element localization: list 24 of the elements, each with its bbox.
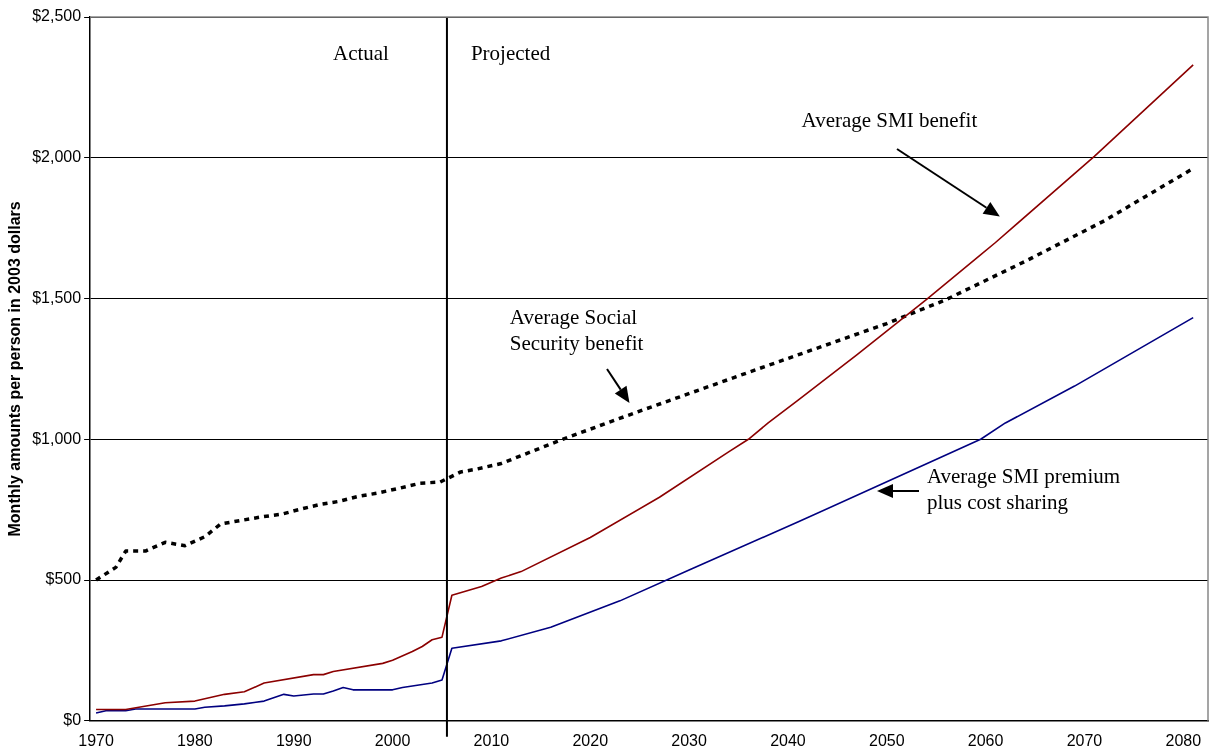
x-tick-label: 1970 xyxy=(78,731,114,749)
annotation: Projected xyxy=(470,40,551,65)
x-tick-label: 2050 xyxy=(868,731,905,749)
x-tick-label: 2040 xyxy=(770,731,806,749)
x-tick-label: 1980 xyxy=(177,731,213,749)
x-tick-label: 1990 xyxy=(275,731,312,749)
y-tick-label: $0 xyxy=(63,711,82,729)
annotation: Average Social Security benefit xyxy=(509,305,644,356)
x-tick-label: 2080 xyxy=(1165,731,1202,749)
x-tick-label: 2000 xyxy=(374,731,411,749)
x-tick-label: 2060 xyxy=(967,731,1004,749)
y-tick-label: $1,000 xyxy=(32,429,82,447)
y-axis-title: Monthly amounts per person in 2003 dollars xyxy=(6,201,24,537)
annotation: Average SMI benefit xyxy=(801,107,978,132)
y-tick-label: $1,500 xyxy=(32,288,82,306)
x-tick-label: 2030 xyxy=(671,731,707,749)
x-tick-label: 2020 xyxy=(572,731,609,749)
y-tick-label: $2,500 xyxy=(32,7,82,25)
annotation: Actual xyxy=(332,40,390,65)
x-tick-label: 2070 xyxy=(1066,731,1103,749)
y-tick-label: $2,000 xyxy=(32,148,82,166)
y-tick-label: $500 xyxy=(45,570,82,588)
annotation: Average SMI premium plus cost sharing xyxy=(926,463,1121,514)
x-tick-label: 2010 xyxy=(473,731,510,749)
